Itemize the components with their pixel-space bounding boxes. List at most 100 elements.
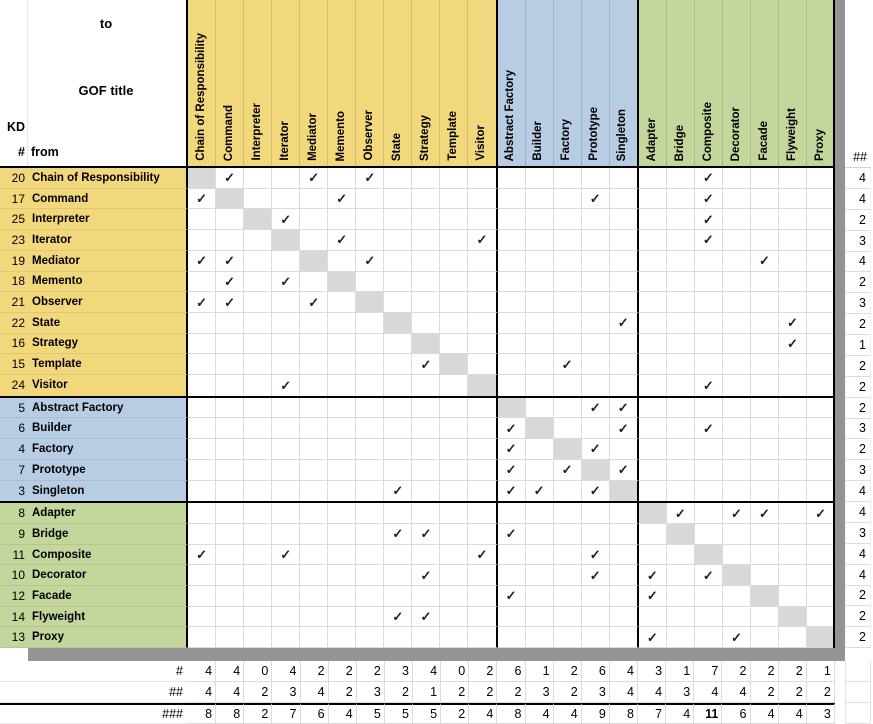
matrix-cell[interactable] [722,397,751,419]
matrix-cell[interactable] [440,168,469,189]
matrix-cell[interactable] [722,606,751,628]
matrix-cell[interactable]: ✓ [497,480,526,502]
matrix-cell[interactable] [638,480,667,502]
matrix-cell[interactable] [666,209,695,231]
matrix-cell[interactable] [468,168,498,189]
matrix-cell[interactable] [807,292,836,313]
matrix-cell[interactable] [525,606,554,628]
matrix-cell[interactable] [525,397,554,419]
col-total-cell[interactable]: 5 [356,703,385,724]
matrix-cell[interactable] [328,523,357,545]
matrix-cell[interactable] [244,292,273,313]
matrix-cell[interactable] [384,627,413,649]
matrix-cell[interactable]: ✓ [216,271,245,293]
row-kd-number[interactable]: 20 [0,168,28,189]
matrix-cell[interactable] [778,503,808,524]
matrix-cell[interactable] [497,544,526,566]
matrix-cell[interactable] [188,418,217,440]
matrix-cell[interactable] [638,209,667,231]
matrix-cell[interactable] [722,459,751,481]
col-header-cell[interactable]: Decorator [722,0,751,166]
matrix-cell[interactable] [384,250,413,272]
col-total-cell[interactable]: 3 [666,682,695,703]
row-total-cell[interactable]: 2 [845,397,871,419]
matrix-cell[interactable] [609,188,639,210]
matrix-cell[interactable]: ✓ [356,168,385,189]
matrix-cell[interactable] [328,459,357,481]
matrix-cell[interactable] [216,459,245,481]
col-total-cell[interactable]: 7 [272,703,301,724]
matrix-cell[interactable]: ✓ [609,459,639,481]
matrix-cell[interactable] [581,459,610,481]
col-total-cell[interactable]: 4 [553,703,582,724]
matrix-cell[interactable] [328,480,357,502]
matrix-cell[interactable] [666,188,695,210]
matrix-cell[interactable] [722,439,751,460]
matrix-cell[interactable] [778,480,808,502]
matrix-cell[interactable]: ✓ [468,230,498,251]
matrix-cell[interactable] [609,586,639,607]
matrix-cell[interactable] [694,292,723,313]
matrix-cell[interactable] [694,503,723,524]
matrix-cell[interactable] [440,250,469,272]
matrix-cell[interactable] [694,312,723,334]
matrix-cell[interactable] [553,312,582,334]
matrix-cell[interactable] [244,271,273,293]
matrix-cell[interactable] [440,375,469,396]
matrix-cell[interactable]: ✓ [638,586,667,607]
col-total-cell[interactable]: 3 [384,661,413,682]
matrix-cell[interactable]: ✓ [272,544,301,566]
row-total-cell[interactable]: 3 [845,230,871,252]
matrix-cell[interactable] [807,188,836,210]
row-pattern-name[interactable]: Composite [28,544,188,566]
matrix-cell[interactable] [216,312,245,334]
row-pattern-name[interactable]: Command [28,188,188,210]
matrix-cell[interactable] [244,168,273,189]
matrix-cell[interactable] [412,480,441,502]
matrix-cell[interactable] [722,418,751,440]
matrix-cell[interactable] [440,354,469,376]
matrix-cell[interactable] [807,354,836,376]
matrix-cell[interactable] [412,209,441,231]
matrix-cell[interactable] [525,418,554,440]
matrix-cell[interactable] [328,333,357,355]
row-kd-number[interactable]: 5 [0,397,28,419]
matrix-cell[interactable] [356,209,385,231]
matrix-cell[interactable] [272,230,301,251]
matrix-cell[interactable] [328,312,357,334]
matrix-cell[interactable] [216,333,245,355]
col-header-cell[interactable]: Chain of Responsibility [188,0,217,166]
matrix-cell[interactable] [384,418,413,440]
matrix-cell[interactable] [384,312,413,334]
row-total-cell[interactable]: 1 [845,335,871,356]
matrix-cell[interactable]: ✓ [188,544,217,566]
col-total-cell[interactable]: 4 [694,682,723,703]
matrix-cell[interactable] [553,292,582,313]
matrix-cell[interactable] [440,523,469,545]
matrix-cell[interactable] [638,375,667,396]
matrix-cell[interactable] [778,565,808,587]
matrix-cell[interactable] [328,439,357,460]
matrix-cell[interactable] [750,230,779,251]
matrix-cell[interactable] [694,627,723,649]
col-header-cell[interactable]: Iterator [272,0,301,166]
matrix-cell[interactable] [244,459,273,481]
matrix-cell[interactable] [722,523,751,545]
matrix-cell[interactable] [300,565,329,587]
matrix-cell[interactable] [666,439,695,460]
matrix-cell[interactable] [525,375,554,396]
matrix-cell[interactable] [553,230,582,251]
matrix-cell[interactable] [807,459,836,481]
matrix-cell[interactable] [468,354,498,376]
matrix-cell[interactable] [244,627,273,649]
matrix-cell[interactable] [638,397,667,419]
col-header-cell[interactable]: Visitor [468,0,498,166]
matrix-cell[interactable] [750,459,779,481]
matrix-cell[interactable] [638,418,667,440]
col-total-cell[interactable]: 2 [441,703,470,724]
matrix-cell[interactable]: ✓ [272,375,301,396]
matrix-cell[interactable] [722,375,751,396]
matrix-cell[interactable] [356,586,385,607]
matrix-cell[interactable] [666,586,695,607]
col-total-cell[interactable]: 3 [638,661,667,682]
